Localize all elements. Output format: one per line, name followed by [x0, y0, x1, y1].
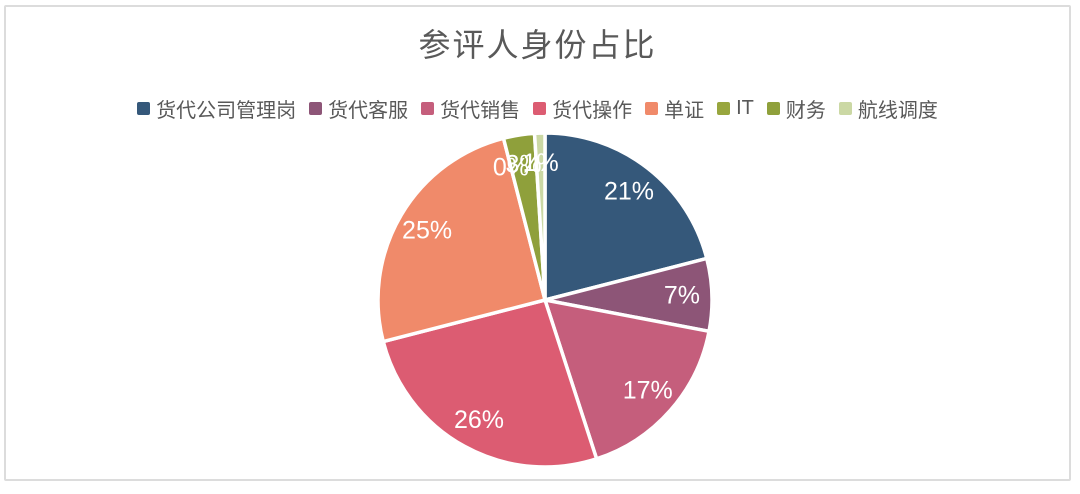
legend-marker-icon — [309, 102, 323, 115]
legend-label: 单证 — [664, 100, 705, 122]
legend-item-2: 货代销售 — [421, 94, 520, 123]
chart-title: 参评人身份占比 — [418, 27, 657, 63]
legend-label: 航线调度 — [857, 100, 938, 122]
legend-marker-icon — [137, 102, 151, 115]
legend-label: IT — [736, 97, 754, 119]
legend-marker-icon — [717, 102, 731, 115]
legend-label: 货代销售 — [440, 100, 521, 122]
legend-label: 货代公司管理岗 — [156, 100, 297, 122]
legend-item-4: 单证 — [645, 94, 704, 123]
legend-label: 货代操作 — [552, 100, 633, 122]
legend-label: 货代客服 — [328, 100, 409, 122]
legend-item-7: 航线调度 — [838, 94, 938, 123]
legend-item-5: IT — [717, 97, 754, 120]
chart-card: 参评人身份占比 货代公司管理岗 货代客服 货代销售 货代操作 单证 IT 财务 航线调度 — [4, 5, 1071, 481]
legend: 货代公司管理岗 货代客服 货代销售 货代操作 单证 IT 财务 航线调度 — [6, 94, 1069, 123]
legend-item-6: 财务 — [766, 94, 826, 123]
legend-marker-icon — [838, 102, 852, 115]
legend-item-3: 货代操作 — [533, 94, 632, 123]
legend-marker-icon — [645, 102, 659, 115]
legend-label: 财务 — [785, 100, 826, 122]
legend-marker-icon — [533, 102, 547, 115]
legend-item-0: 货代公司管理岗 — [137, 94, 296, 123]
legend-marker-icon — [421, 102, 435, 115]
legend-item-1: 货代客服 — [309, 94, 408, 123]
legend-marker-icon — [766, 102, 780, 115]
